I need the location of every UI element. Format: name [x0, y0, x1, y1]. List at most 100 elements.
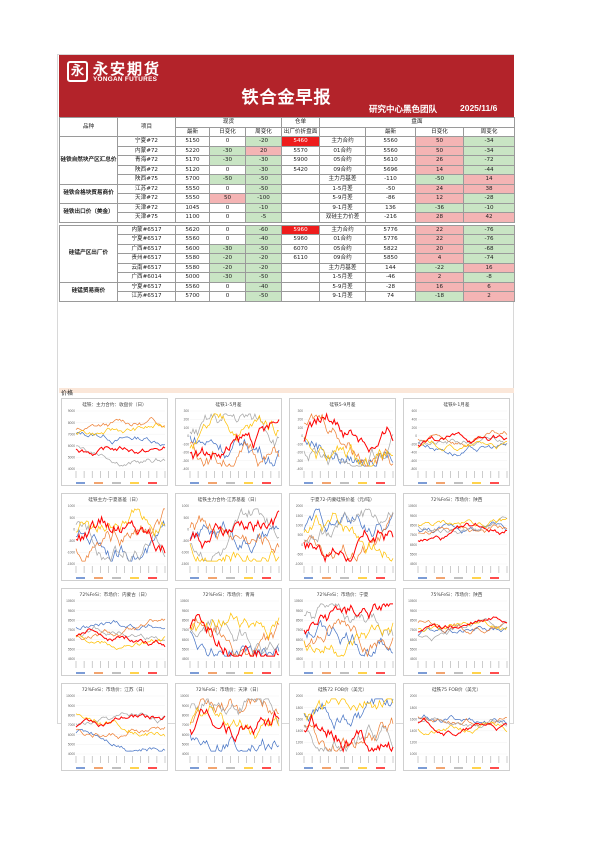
chart-title: 宁夏72-内蒙硅铁价差（元/吨） [310, 498, 375, 503]
group-name: 硅铁合格块贸易商价 [59, 183, 118, 204]
y-tick-label: 6500 [182, 638, 189, 642]
table-row: 青海#72 5170 -30 -30 5900 05合约 5610 26 -72 [60, 155, 516, 166]
cell-daily: 0 [209, 234, 246, 245]
cell-fdaily: 14 [415, 164, 465, 175]
y-tick-label: -1000 [295, 562, 303, 566]
y-tick-label: 9500 [410, 514, 417, 518]
series-line [417, 431, 508, 448]
series-line [189, 510, 280, 550]
series-line [189, 698, 280, 725]
chart-title: 硅铁主力-宁夏基差（日） [88, 498, 141, 503]
cell-fweekly: -76 [463, 234, 516, 245]
chart-svg: 10500 9500 8500 7500 6500 5500 4500 [408, 504, 508, 579]
cell-item: 内蒙#72 [117, 145, 176, 156]
header-item: 项目 [117, 117, 176, 137]
y-tick-label: -200 [183, 451, 190, 455]
cell-wh [281, 193, 321, 204]
table-row: 广西#6014 5000 -30 -50 1-5月差 -46 2 -8 [60, 272, 516, 283]
cell-weekly: -50 [244, 174, 283, 185]
series-line [417, 442, 508, 457]
series-line [417, 625, 508, 636]
y-tick-label: 10500 [294, 599, 303, 603]
chart-svg: 10000 9000 8000 7000 6000 5000 4000 [66, 694, 166, 769]
series-line [189, 734, 280, 752]
cell-wh [281, 272, 321, 283]
cell-fweekly: -34 [463, 136, 516, 147]
table-row: 硅锰贸易商价 宁夏#6517 5560 0 -40 5-9月差 -28 16 6 [59, 281, 516, 302]
cell-weekly: -50 [244, 291, 283, 302]
group-name: 硅锰贸易商价 [59, 281, 118, 302]
cell-fdaily: -50 [415, 174, 465, 185]
chart-title: 72%FeSi：市场价：青海 [202, 593, 255, 598]
y-tick-label: 500 [184, 516, 190, 520]
cell-flatest: 5822 [365, 243, 417, 254]
y-tick-label: 1500 [296, 514, 303, 518]
cell-wh: 5420 [281, 164, 321, 175]
y-tick-label: 5500 [410, 648, 417, 652]
cell-fdaily: 22 [415, 224, 465, 235]
cell-fweekly: 38 [463, 183, 516, 194]
chart-panel: 72%FeSi：市场价：江苏（日） 10000 9000 8000 7000 6000 50… [61, 683, 168, 771]
cell-wh [281, 183, 321, 194]
y-tick-label: 9500 [182, 609, 189, 613]
chart-title: 75%FeSi：市场价：陕西 [430, 593, 483, 598]
table-row: 硅铁合格块贸易商价 江苏#72 5550 0 -50 1-5月差 -50 24 38 [59, 183, 516, 204]
header-contract [319, 126, 367, 137]
series-line [189, 708, 280, 743]
y-tick-label: 100 [298, 426, 304, 430]
series-line [75, 726, 166, 740]
header-variety: 品种 [59, 117, 118, 137]
chart-svg: 600 400 200 0 -200 -400 -600 -800 [411, 409, 508, 484]
cell-flatest: 5560 [365, 145, 417, 156]
y-tick-label: 4500 [182, 657, 189, 661]
chart-panel: 72%FeSi：市场价：陕西 10500 9500 8500 7500 6500 5500 4… [403, 493, 510, 581]
series-line [417, 619, 508, 632]
y-tick-label: -300 [297, 459, 304, 463]
chart-svg: 10500 9500 8500 7500 6500 5500 4500 [294, 599, 394, 674]
cell-wh [281, 281, 321, 292]
cell-fdaily: 26 [415, 155, 465, 166]
separator-cell [59, 221, 515, 226]
table-row: 内蒙#72 5220 -30 20 5570 01合约 5560 50 -34 [60, 145, 516, 156]
y-tick-label: 200 [184, 417, 190, 421]
series-line [75, 713, 166, 728]
series-line [303, 697, 394, 731]
cell-fweekly: 6 [463, 281, 516, 292]
group-name: 硅锰产区出厂价 [59, 224, 118, 283]
series-line [189, 613, 280, 658]
y-tick-label: 1600 [410, 717, 417, 721]
cell-fweekly: 16 [463, 262, 516, 273]
cell-weekly: -50 [244, 183, 283, 194]
cell-item: 广西#6014 [117, 272, 176, 283]
chart-title: 72%FeSi：市场价：内蒙古（日） [79, 593, 150, 598]
cell-daily: 0 [209, 281, 246, 292]
chart-title: 硅铁9-1月差 [443, 403, 470, 408]
series-line [303, 698, 394, 722]
table-row: 宁夏#6517 5560 0 -40 5960 01合约 5776 22 -76 [60, 234, 516, 245]
series-line [75, 519, 166, 562]
cell-wh [281, 202, 321, 213]
chart-title: 72%FeSi：市场价：江苏（日） [81, 688, 148, 693]
cell-weekly: -60 [244, 224, 283, 235]
cell-fdaily: -18 [415, 291, 465, 302]
chart-svg: 1000 500 0 -500 -1000 -1500 [181, 504, 280, 579]
y-tick-label: 100 [184, 426, 190, 430]
cell-fcontract: 09合约 [319, 164, 367, 175]
cell-item: 天津#72 [117, 193, 176, 204]
cell-daily: -20 [209, 262, 246, 273]
y-tick-label: 200 [298, 417, 304, 421]
cell-fweekly: -10 [463, 202, 516, 213]
chart-svg: 10000 9000 8000 7000 6000 5000 4000 [180, 694, 280, 769]
cell-weekly: -30 [244, 155, 283, 166]
cell-item: 宁夏#6517 [117, 281, 176, 292]
series-line [189, 520, 280, 554]
y-tick-label: -500 [69, 539, 76, 543]
cell-fcontract: 01合约 [319, 145, 367, 156]
chart-svg: 1000 500 0 -500 -1000 -1500 [67, 504, 166, 579]
chart-svg: 10500 9500 8500 7500 6500 5500 4500 [408, 599, 508, 674]
y-tick-label: 1000 [296, 752, 303, 756]
y-tick-label: 7000 [68, 723, 75, 727]
chart-svg: 10500 9500 8500 7500 6500 5500 4500 [66, 599, 166, 674]
series-line [75, 713, 166, 737]
chart-title: 硅铁主力合约-江苏基差（日） [197, 498, 260, 503]
